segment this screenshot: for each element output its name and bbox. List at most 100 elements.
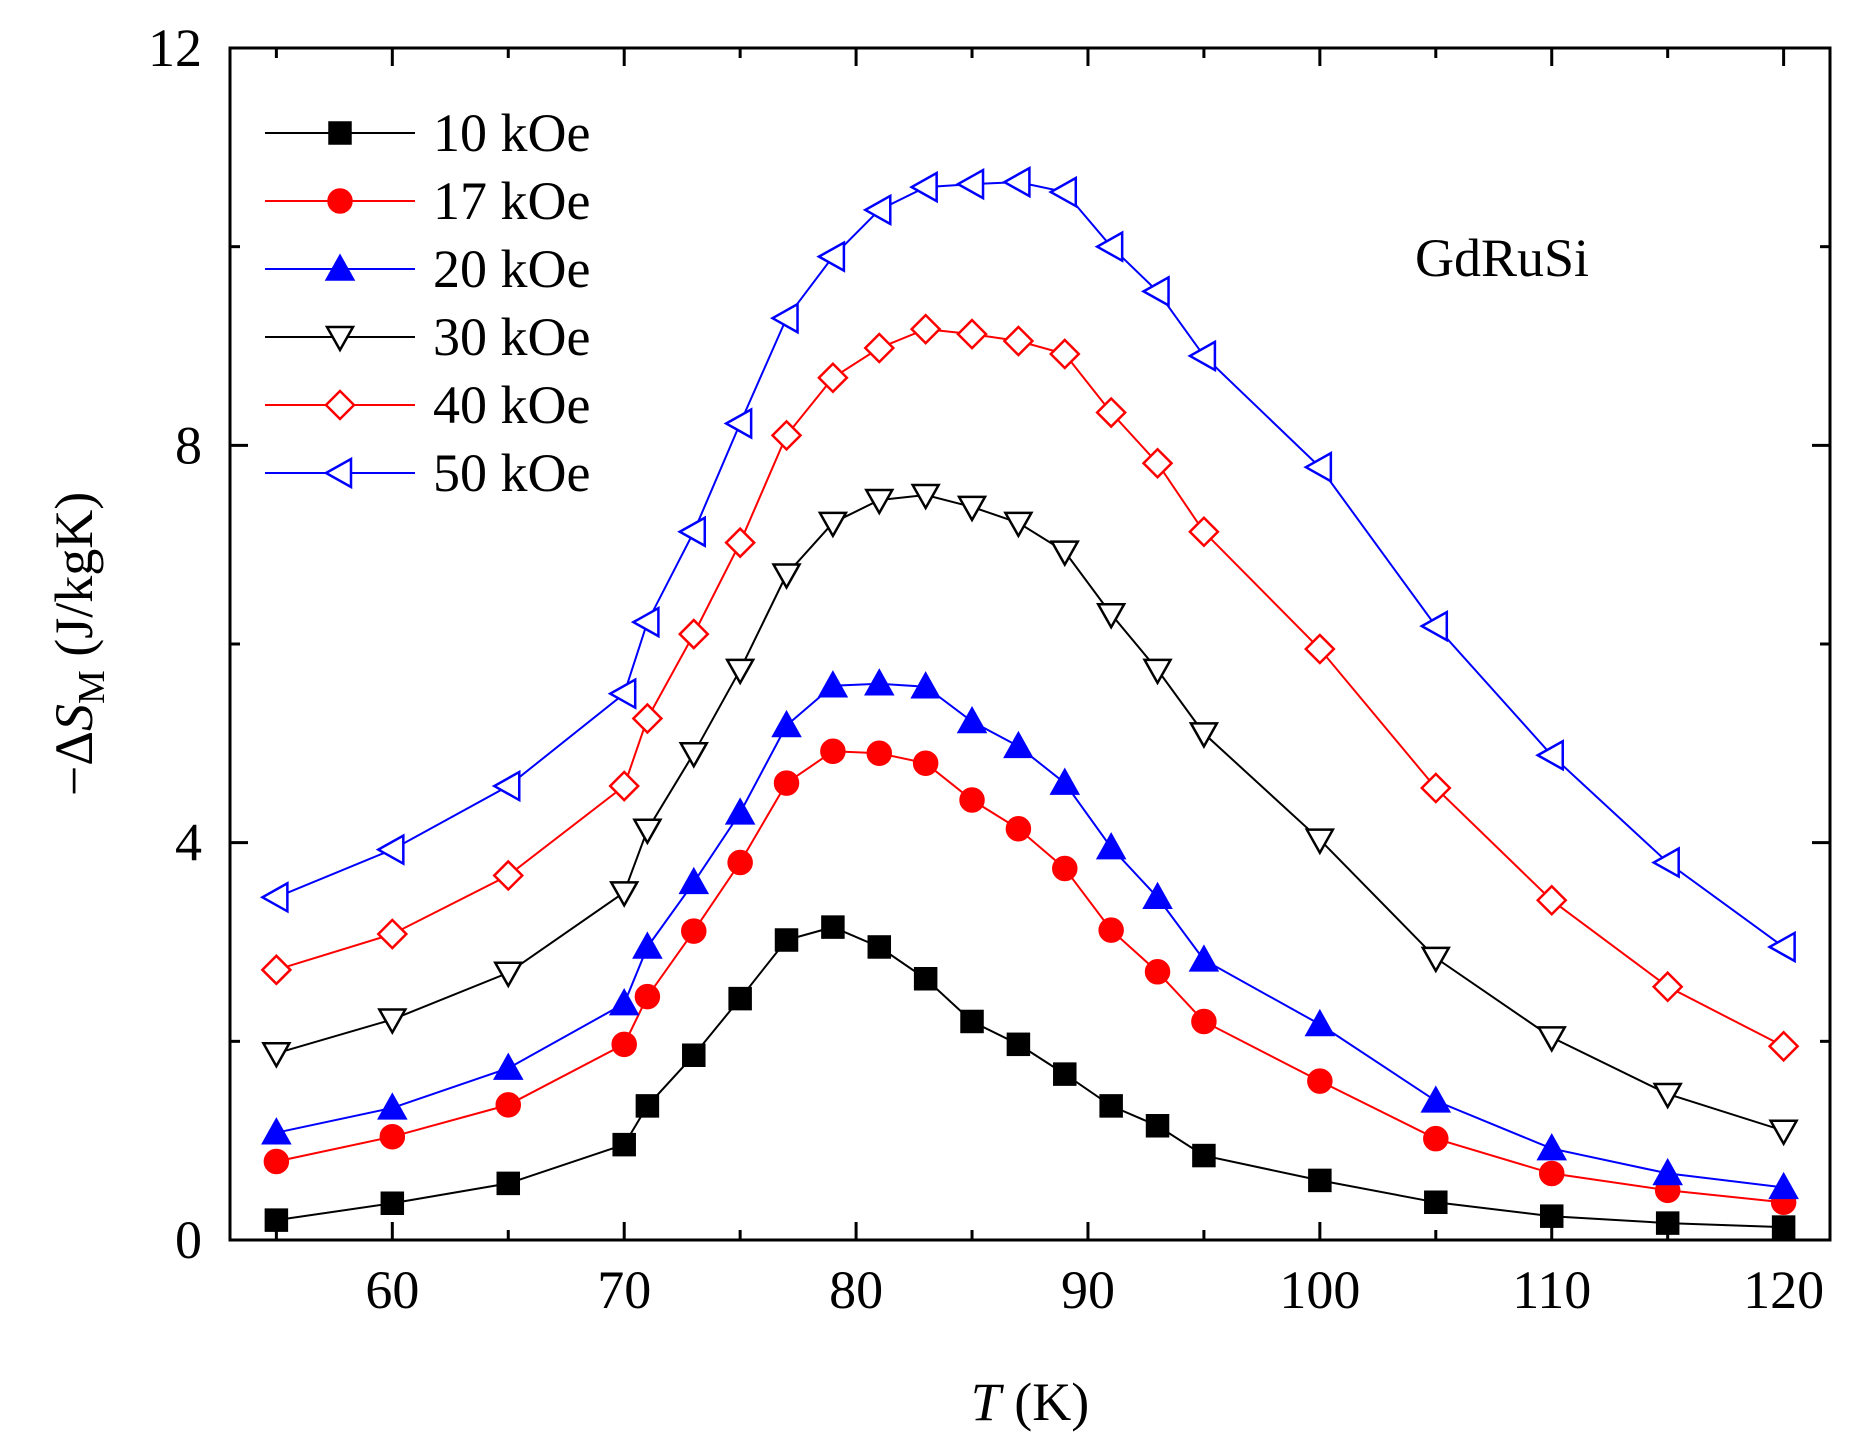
- data-point: [1187, 339, 1217, 373]
- legend-label: 20 kOe: [433, 239, 590, 299]
- x-tick-label: 60: [365, 1260, 419, 1320]
- data-point: [955, 167, 985, 201]
- data-point: [724, 526, 756, 559]
- data-point: [1652, 1157, 1683, 1186]
- data-point: [611, 1031, 637, 1058]
- data-point: [678, 618, 710, 650]
- data-point: [1052, 855, 1078, 882]
- data-point: [607, 677, 637, 710]
- data-point: [1304, 633, 1336, 665]
- y-axis-variable: S: [44, 704, 104, 731]
- data-point: [1005, 816, 1032, 842]
- legend-entry: 40 kOe: [265, 375, 590, 435]
- data-point: [1188, 944, 1220, 972]
- data-point: [263, 1148, 290, 1175]
- legend-label: 50 kOe: [433, 443, 590, 503]
- data-point: [1003, 730, 1034, 759]
- data-point: [821, 915, 845, 939]
- x-axis-variable: T: [971, 1372, 1005, 1432]
- data-point: [724, 797, 756, 825]
- data-point: [492, 1052, 524, 1080]
- data-point: [909, 170, 938, 204]
- data-point: [1538, 1160, 1565, 1187]
- ticks-layer: 60 70 80 90 100 110 120 0 4 8 12: [148, 18, 1830, 1320]
- data-point: [1420, 772, 1452, 804]
- legend-marker: [324, 325, 356, 353]
- data-point: [1423, 1125, 1449, 1152]
- data-point: [960, 1009, 984, 1034]
- data-point: [1188, 515, 1220, 548]
- data-point: [677, 515, 707, 548]
- data-point: [261, 1042, 292, 1069]
- legend-entry: 20 kOe: [265, 239, 590, 299]
- data-point: [956, 705, 988, 734]
- data-point: [771, 709, 802, 738]
- data-point: [1003, 511, 1034, 539]
- data-point: [1001, 165, 1031, 199]
- data-point: [725, 658, 756, 686]
- legend: 10 kOe 17 kOe 20 kOe 30 kOe 40 kOe 50 kOe: [265, 103, 590, 503]
- data-point: [491, 769, 521, 803]
- legend-entry: 17 kOe: [265, 171, 590, 231]
- data-point: [1652, 1082, 1683, 1110]
- series-20-koe: [261, 668, 1799, 1200]
- y-axis-unit: (J/kgK): [44, 492, 104, 670]
- data-point: [1049, 338, 1081, 370]
- data-point: [612, 1132, 636, 1157]
- legend-marker: [327, 188, 353, 214]
- series-30-koe: [261, 483, 1799, 1147]
- y-axis-prefix: −Δ: [44, 731, 104, 796]
- data-point: [264, 1208, 289, 1232]
- data-point: [495, 1092, 522, 1118]
- data-point: [1099, 1094, 1123, 1118]
- x-axis-unit: (K): [1001, 1372, 1089, 1432]
- data-point: [771, 563, 802, 591]
- data-point: [1096, 602, 1127, 630]
- data-point: [863, 332, 896, 364]
- data-point: [1768, 1171, 1799, 1200]
- data-point: [260, 954, 293, 986]
- data-point: [1006, 1032, 1031, 1057]
- y-tick-label: 12: [148, 18, 202, 78]
- data-point: [910, 671, 941, 699]
- x-tick-label: 70: [597, 1260, 651, 1320]
- data-point: [1536, 1133, 1568, 1161]
- data-point: [867, 935, 892, 959]
- data-point: [609, 881, 640, 908]
- data-point: [632, 931, 663, 959]
- x-tick-label: 110: [1512, 1260, 1591, 1320]
- series-line: [276, 682, 1784, 1189]
- data-point: [1651, 846, 1680, 879]
- data-point: [1307, 1068, 1333, 1094]
- series-line: [276, 328, 1785, 1048]
- data-point: [1048, 175, 1078, 209]
- data-point: [1308, 1168, 1332, 1193]
- data-point: [817, 362, 849, 394]
- data-point: [377, 1008, 408, 1036]
- data-point: [681, 918, 707, 944]
- data-point: [1098, 917, 1124, 943]
- data-point: [959, 787, 985, 813]
- series-line: [276, 750, 1784, 1204]
- data-point: [1535, 884, 1568, 917]
- series-10-koe: [264, 915, 1796, 1239]
- data-point: [1142, 658, 1173, 686]
- data-point: [1094, 230, 1124, 263]
- data-point: [376, 918, 409, 950]
- data-point: [1304, 1008, 1336, 1037]
- data-point: [608, 770, 640, 802]
- y-axis-subscript: M: [71, 670, 113, 704]
- series-50-koe: [259, 165, 1796, 964]
- data-point: [820, 738, 846, 765]
- data-point: [866, 740, 893, 767]
- y-tick-label: 4: [175, 813, 202, 873]
- data-point: [678, 866, 710, 895]
- x-tick-label: 100: [1279, 1260, 1360, 1320]
- x-tick-label: 90: [1061, 1260, 1115, 1320]
- series-line: [276, 493, 1784, 1132]
- chart-annotation: GdRuSi: [1415, 228, 1589, 288]
- data-point: [1140, 275, 1170, 308]
- legend-label: 30 kOe: [433, 307, 590, 367]
- data-point: [1142, 881, 1173, 910]
- legend-entry: 30 kOe: [265, 307, 590, 367]
